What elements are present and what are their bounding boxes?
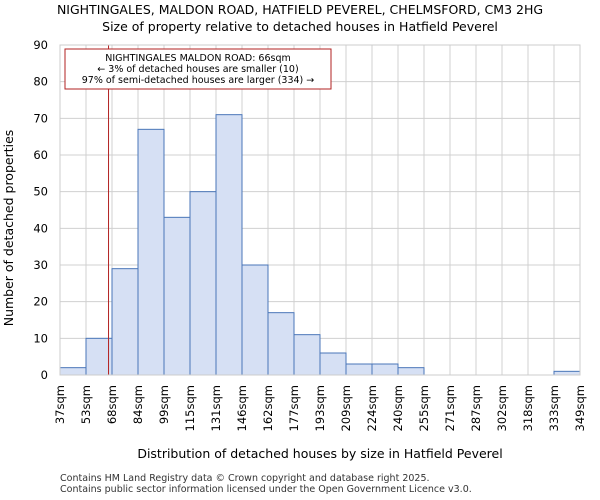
y-tick-label: 90 xyxy=(33,38,48,52)
x-tick-label: 99sqm xyxy=(157,385,171,424)
bar-193sqm xyxy=(319,352,347,376)
x-tick-label: 193sqm xyxy=(313,385,327,431)
bar-115sqm xyxy=(189,191,217,376)
bar-162sqm xyxy=(267,312,295,376)
x-tick-label: 146sqm xyxy=(235,385,249,431)
bar-224sqm xyxy=(371,363,399,376)
bar-333sqm xyxy=(553,370,581,376)
x-tick-label: 255sqm xyxy=(417,385,431,431)
chart-title-line1: NIGHTINGALES, MALDON ROAD, HATFIELD PEVE… xyxy=(57,2,543,17)
annotation-frame xyxy=(64,48,332,90)
bar-53sqm xyxy=(85,337,113,376)
annotation-line3: 97% of semi-detached houses are larger (… xyxy=(82,75,315,86)
x-tick-label: 224sqm xyxy=(365,385,379,431)
chart-title-line2: Size of property relative to detached ho… xyxy=(102,19,498,34)
y-tick-label: 60 xyxy=(33,148,48,162)
x-tick-label: 115sqm xyxy=(183,385,197,431)
x-tick-label: 131sqm xyxy=(209,385,223,431)
bar-131sqm xyxy=(215,114,243,376)
x-tick-label: 68sqm xyxy=(105,385,119,424)
bar-37sqm xyxy=(59,367,87,376)
y-tick-label: 50 xyxy=(33,185,48,199)
y-tick-label: 30 xyxy=(33,258,48,272)
histogram-chart: NIGHTINGALES, MALDON ROAD, HATFIELD PEVE… xyxy=(1,2,587,461)
y-tick-label: 10 xyxy=(33,331,48,345)
x-tick-label: 53sqm xyxy=(79,385,93,424)
x-axis-title: Distribution of detached houses by size … xyxy=(137,446,502,461)
bars-group xyxy=(59,114,581,376)
x-tick-label: 302sqm xyxy=(495,385,509,431)
y-tick-label: 20 xyxy=(33,295,48,309)
x-tick-label: 240sqm xyxy=(391,385,405,431)
y-tick-label: 0 xyxy=(41,368,48,382)
x-tick-label: 177sqm xyxy=(287,385,301,431)
bar-68sqm xyxy=(111,268,139,376)
x-tick-label: 287sqm xyxy=(469,385,483,431)
x-tick-label: 333sqm xyxy=(547,385,561,431)
footer-line2: Contains public sector information licen… xyxy=(60,484,472,495)
bar-84sqm xyxy=(137,128,165,376)
y-tick-label: 40 xyxy=(33,221,48,235)
x-tick-label: 162sqm xyxy=(261,385,275,431)
annotation-line2: ← 3% of detached houses are smaller (10) xyxy=(97,64,298,75)
bar-240sqm xyxy=(397,367,425,376)
footer-line1: Contains HM Land Registry data © Crown c… xyxy=(60,473,430,484)
y-tick-label: 80 xyxy=(33,75,48,89)
y-axis-title: Number of detached properties xyxy=(1,130,16,327)
y-axis-ticks: 0 10 20 30 40 50 60 70 80 90 xyxy=(33,38,48,382)
bar-177sqm xyxy=(293,334,321,376)
annotation-line1: NIGHTINGALES MALDON ROAD: 66sqm xyxy=(105,53,291,64)
annotation-box: NIGHTINGALES MALDON ROAD: 66sqm ← 3% of … xyxy=(64,48,332,90)
footer-credits: Contains HM Land Registry data © Crown c… xyxy=(60,473,472,495)
bar-209sqm xyxy=(345,363,373,376)
plot-frame xyxy=(59,44,581,376)
x-tick-label: 349sqm xyxy=(573,385,587,431)
bar-99sqm xyxy=(163,216,191,376)
y-tick-label: 70 xyxy=(33,111,48,125)
x-tick-label: 209sqm xyxy=(339,385,353,431)
x-tick-label: 318sqm xyxy=(521,385,535,431)
x-tick-label: 37sqm xyxy=(53,385,67,424)
x-axis-ticks: 37sqm 53sqm 68sqm 84sqm 99sqm 115sqm 131sqm 146… xyxy=(53,385,587,431)
bar-146sqm xyxy=(241,264,269,376)
x-tick-label: 84sqm xyxy=(131,385,145,424)
x-tick-label: 271sqm xyxy=(443,385,457,431)
